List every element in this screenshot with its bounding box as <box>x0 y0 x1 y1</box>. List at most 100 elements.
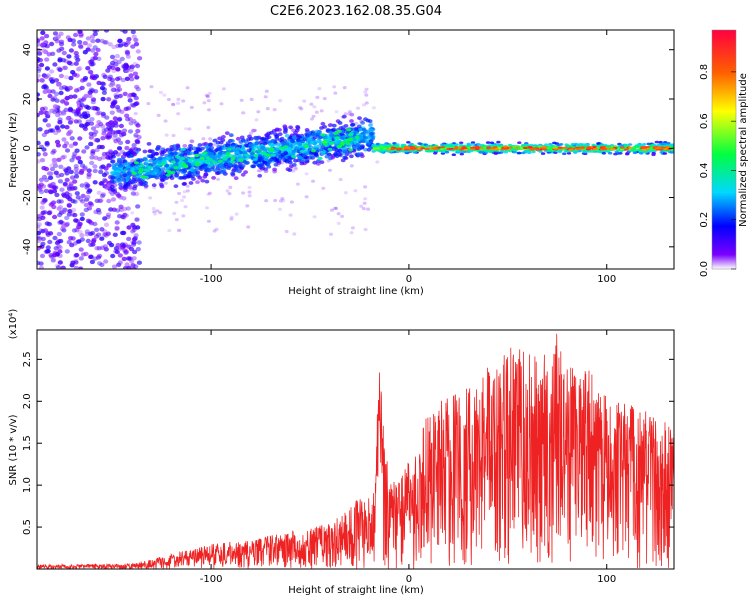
heatmap-cell <box>179 176 184 180</box>
heatmap-cell <box>249 97 254 101</box>
heatmap-cell <box>326 138 332 142</box>
heatmap-cell <box>46 111 52 116</box>
heatmap-cell <box>127 117 133 122</box>
heatmap-cell <box>115 208 121 213</box>
heatmap-cell <box>60 155 66 160</box>
heatmap-cell <box>37 42 41 47</box>
heatmap-cell <box>117 260 123 265</box>
heatmap-cell <box>61 111 67 116</box>
heatmap-cell <box>110 82 116 87</box>
heatmap-cell <box>100 164 106 169</box>
heatmap-cell <box>329 133 334 137</box>
heatmap-cell <box>290 139 295 144</box>
heatmap-cell <box>127 129 134 134</box>
heatmap-cell <box>562 146 568 149</box>
heatmap-cell <box>133 37 139 43</box>
heatmap-cell <box>183 164 189 168</box>
heatmap-cell <box>260 151 267 155</box>
heatmap-cell <box>75 195 81 200</box>
heatmap-cell <box>76 100 82 105</box>
heatmap-cell <box>606 147 612 150</box>
heatmap-cell <box>112 116 118 121</box>
heatmap-cell <box>205 95 210 99</box>
heatmap-cell <box>496 140 501 144</box>
heatmap-cell <box>73 167 79 172</box>
heatmap-cell <box>637 142 642 146</box>
heatmap-cell <box>304 127 310 132</box>
heatmap-cell <box>77 40 83 45</box>
heatmap-cell <box>176 97 181 101</box>
heatmap-cell <box>57 212 63 218</box>
heatmap-cell <box>117 178 123 183</box>
heatmap-cell <box>182 169 188 174</box>
heatmap-cell <box>348 133 354 137</box>
y-tick-label: 2.0 <box>22 393 33 409</box>
heatmap-cell <box>214 227 219 231</box>
heatmap-cell <box>115 129 121 135</box>
heatmap-cell <box>55 265 62 269</box>
heatmap-cell <box>176 112 181 116</box>
top-plot-frame <box>36 29 675 270</box>
heatmap-cell <box>396 147 402 150</box>
heatmap-cell <box>59 187 65 192</box>
heatmap-cell <box>207 142 213 147</box>
heatmap-cell <box>273 132 278 137</box>
heatmap-cell <box>122 91 128 97</box>
heatmap-cell <box>106 198 112 204</box>
heatmap-cell <box>172 211 177 216</box>
heatmap-cell <box>73 265 79 269</box>
heatmap-cell <box>81 97 87 102</box>
bottom-x-axis: -100 0 100 <box>200 330 616 585</box>
heatmap-cell <box>262 147 268 152</box>
heatmap-cell <box>72 212 78 218</box>
heatmap-cell <box>197 143 203 147</box>
heatmap-cell <box>180 156 186 161</box>
heatmap-cell <box>334 206 339 210</box>
heatmap-cell <box>40 42 46 47</box>
heatmap-cell <box>107 42 113 47</box>
heatmap-cell <box>336 129 342 133</box>
heatmap-cell <box>209 146 215 150</box>
heatmap-cell <box>371 106 376 110</box>
heatmap-cell <box>489 141 495 145</box>
heatmap-cell <box>73 119 79 124</box>
colorbar-tick-label: 0.4 <box>699 162 710 178</box>
heatmap-cell <box>74 170 80 176</box>
heatmap-cell <box>92 45 98 50</box>
heatmap-cell <box>133 112 138 116</box>
heatmap-cell <box>67 60 73 66</box>
heatmap-cell <box>123 213 129 218</box>
heatmap-cell <box>62 144 68 149</box>
heatmap-cell <box>349 154 354 159</box>
heatmap-cell <box>224 131 230 136</box>
heatmap-cell <box>601 145 607 148</box>
heatmap-cell <box>90 88 96 93</box>
heatmap-cell <box>64 96 70 101</box>
heatmap-cell <box>270 153 276 157</box>
heatmap-cell <box>298 105 302 110</box>
heatmap-cell <box>343 112 348 116</box>
heatmap-cell <box>147 165 153 170</box>
heatmap-cell <box>188 147 194 151</box>
heatmap-cell <box>154 151 160 156</box>
heatmap-cell <box>548 142 553 146</box>
heatmap-cell <box>61 65 67 71</box>
heatmap-cell <box>100 111 106 117</box>
heatmap-cell <box>118 123 124 129</box>
heatmap-cell <box>130 229 136 234</box>
heatmap-cell <box>406 141 411 144</box>
heatmap-cell <box>142 149 148 154</box>
heatmap-cell <box>39 205 45 210</box>
heatmap-cell <box>661 142 667 146</box>
heatmap-cell <box>195 180 200 185</box>
heatmap-cell <box>106 163 112 168</box>
heatmap-cell <box>68 236 74 241</box>
heatmap-cell <box>312 105 317 109</box>
heatmap-cell <box>89 117 95 122</box>
heatmap-cell <box>333 91 338 95</box>
heatmap-cell <box>318 147 324 152</box>
heatmap-cell <box>92 180 98 185</box>
heatmap-cell <box>517 151 522 155</box>
heatmap-cell <box>99 262 105 267</box>
heatmap-cell <box>78 266 84 269</box>
